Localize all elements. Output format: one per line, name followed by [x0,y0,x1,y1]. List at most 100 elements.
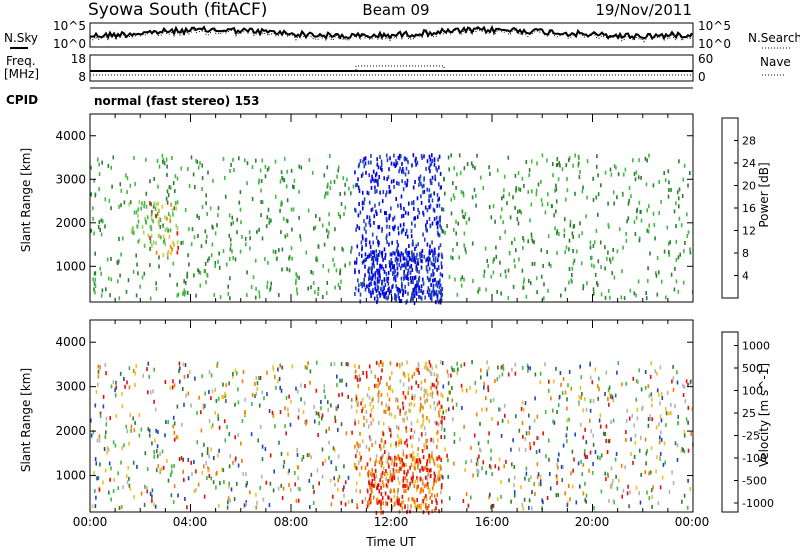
range-cell [426,445,428,450]
range-cell [321,447,324,452]
range-cell [368,271,371,276]
range-cell [373,214,376,219]
range-cell [425,267,428,272]
range-cell [668,252,670,257]
range-cell [623,296,626,301]
range-cell [381,254,383,259]
range-cell [442,384,445,389]
range-cell [380,505,382,510]
range-cell [312,281,315,285]
range-cell [497,421,499,426]
range-cell [395,284,397,289]
range-cell [126,474,128,479]
range-cell [197,268,199,273]
range-cell [349,261,351,266]
range-cell [332,494,334,499]
range-cell [589,450,592,455]
range-cell [109,293,111,298]
range-cell [476,468,478,473]
range-cell [404,180,406,185]
range-cell [593,506,595,510]
range-cell [378,268,381,273]
range-cell [521,503,524,507]
range-cell [383,466,385,471]
range-cell [566,503,569,508]
range-cell [376,277,379,282]
range-cell [409,453,411,458]
range-cell [407,497,410,502]
range-cell [330,502,333,507]
range-cell [354,270,356,275]
range-cell [438,182,440,187]
range-cell [199,283,202,288]
range-cell [382,190,385,194]
range-cell [431,391,434,396]
range-cell [267,260,269,265]
range-cell [101,160,103,165]
range-cell [564,287,567,292]
range-cell [406,478,408,483]
range-cell [658,422,660,427]
range-cell [406,506,409,511]
range-cell [508,251,511,256]
range-cell [398,498,400,503]
range-cell [432,458,435,463]
range-cell [137,271,139,276]
range-cell [125,289,128,294]
range-cell [535,188,538,193]
range-cell [140,427,143,432]
range-cell [585,493,588,498]
range-cell [376,294,378,299]
range-cell [545,454,547,459]
range-cell [462,193,465,198]
range-cell [368,288,370,293]
range-cell [376,162,379,167]
range-cell [158,216,161,221]
range-cell [436,402,439,407]
range-cell [100,232,103,237]
range-cell [312,485,314,490]
range-cell [287,452,289,456]
range-cell [389,428,391,432]
range-cell [239,249,242,254]
range-cell [337,454,340,459]
range-cell [407,170,410,175]
range-cell [537,182,540,187]
range-cell [600,265,602,270]
range-cell [486,372,489,377]
range-cell [496,497,499,502]
range-cell [435,385,438,390]
range-cell [246,270,248,275]
range-cell [369,500,372,505]
range-cell [149,246,151,251]
range-cell [364,287,367,292]
range-cell [348,186,350,191]
range-cell [425,465,427,470]
range-cell [549,486,552,491]
range-cell [586,455,588,459]
range-cell [308,453,311,457]
range-cell [418,504,421,508]
range-cell [318,421,321,426]
range-cell [387,281,390,286]
range-cell [216,364,218,369]
range-cell [428,166,430,171]
range-cell [158,264,160,269]
range-cell [547,234,550,239]
range-cell [390,252,393,257]
range-cell [376,383,379,388]
range-cell [566,439,568,444]
range-cell [94,284,97,288]
range-cell [539,371,542,376]
range-cell [176,176,179,181]
range-cell [364,252,367,257]
range-cell [376,268,378,273]
range-cell [453,461,455,466]
range-cell [401,494,404,499]
range-cell [166,216,168,221]
range-cell [415,458,417,463]
range-cell [606,450,609,454]
range-cell [524,436,527,441]
range-cell [183,279,185,284]
range-cell [261,158,264,163]
